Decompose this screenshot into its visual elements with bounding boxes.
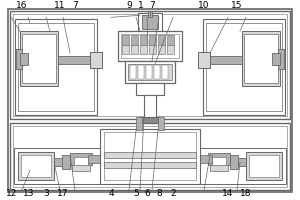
Bar: [144, 95, 156, 117]
Bar: [54, 158, 66, 166]
Text: 10: 10: [198, 1, 210, 10]
Bar: [90, 52, 102, 68]
Bar: [138, 65, 144, 79]
Bar: [125, 61, 175, 83]
Bar: [10, 11, 290, 119]
Text: 9: 9: [126, 1, 132, 10]
Bar: [104, 162, 196, 168]
Bar: [100, 129, 200, 184]
Bar: [149, 35, 156, 45]
Text: 15: 15: [231, 1, 243, 10]
Bar: [210, 165, 228, 171]
Bar: [21, 155, 51, 177]
Bar: [104, 132, 196, 180]
Bar: [234, 158, 246, 166]
Bar: [122, 35, 129, 45]
Bar: [140, 117, 160, 123]
Bar: [206, 23, 282, 111]
Bar: [158, 35, 165, 45]
Bar: [158, 45, 165, 54]
Text: 8: 8: [156, 189, 162, 198]
Text: 16: 16: [16, 1, 27, 10]
Text: 4: 4: [108, 189, 114, 198]
Bar: [70, 153, 92, 165]
Bar: [158, 117, 164, 130]
Bar: [196, 148, 286, 184]
Text: 18: 18: [240, 189, 252, 198]
Bar: [162, 65, 168, 79]
Text: 7: 7: [72, 1, 78, 10]
Text: 12: 12: [6, 189, 17, 198]
Bar: [208, 153, 230, 165]
Bar: [13, 126, 287, 187]
Bar: [118, 31, 182, 61]
Bar: [13, 14, 287, 116]
Bar: [72, 165, 90, 171]
Bar: [136, 83, 164, 95]
Bar: [88, 155, 102, 163]
Bar: [278, 49, 284, 69]
Bar: [131, 35, 138, 45]
Bar: [272, 53, 280, 65]
Bar: [148, 11, 152, 17]
Bar: [142, 15, 158, 29]
Text: 1: 1: [137, 1, 143, 10]
Text: 6: 6: [144, 189, 150, 198]
Bar: [16, 49, 22, 69]
Bar: [203, 19, 285, 115]
Bar: [154, 65, 160, 79]
Bar: [20, 31, 58, 86]
Bar: [140, 35, 147, 45]
Bar: [202, 56, 242, 64]
Bar: [198, 155, 212, 163]
Bar: [149, 45, 156, 54]
Bar: [20, 53, 28, 65]
Bar: [212, 157, 226, 165]
Bar: [131, 45, 138, 54]
Bar: [10, 123, 290, 190]
Bar: [199, 54, 205, 66]
Bar: [14, 148, 104, 184]
Bar: [15, 19, 97, 115]
Bar: [74, 157, 88, 165]
Bar: [62, 155, 70, 169]
Text: 5: 5: [134, 189, 140, 198]
Bar: [138, 13, 162, 31]
Text: 14: 14: [222, 189, 234, 198]
Text: 17: 17: [57, 189, 69, 198]
Bar: [130, 65, 136, 79]
Bar: [230, 155, 238, 169]
Bar: [18, 152, 54, 180]
Text: 3: 3: [44, 189, 50, 198]
Bar: [249, 155, 279, 177]
Bar: [246, 152, 282, 180]
Bar: [167, 35, 174, 45]
Bar: [58, 56, 98, 64]
Bar: [121, 34, 179, 58]
Text: 13: 13: [23, 189, 34, 198]
Bar: [104, 152, 196, 158]
Bar: [167, 45, 174, 54]
Bar: [122, 45, 129, 54]
Bar: [95, 54, 101, 66]
Bar: [198, 52, 210, 68]
Bar: [146, 65, 152, 79]
Bar: [22, 34, 56, 83]
Bar: [244, 34, 278, 83]
Bar: [128, 64, 172, 80]
Bar: [242, 31, 280, 86]
Text: 2: 2: [171, 189, 176, 198]
Bar: [140, 45, 147, 54]
Bar: [18, 23, 94, 111]
Text: 7: 7: [149, 1, 155, 10]
Text: 11: 11: [54, 1, 66, 10]
Bar: [136, 117, 142, 130]
